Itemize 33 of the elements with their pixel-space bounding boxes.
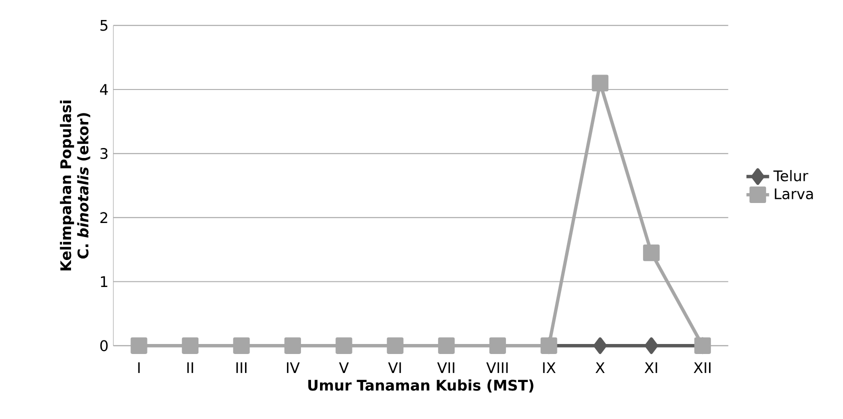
x-tick-label: XII [694, 362, 710, 373]
point [130, 337, 148, 354]
x-tick-label: VI [388, 362, 401, 373]
y-tick-label: 2 [100, 212, 108, 223]
point [233, 337, 250, 354]
point [386, 337, 404, 354]
legend-label: Larva [774, 188, 813, 200]
x-tick-label: IX [543, 362, 556, 373]
point [644, 337, 658, 354]
x-tick-label: I [138, 362, 140, 373]
x-tick-label: IV [286, 362, 300, 373]
y-tick-label: 0 [100, 340, 108, 352]
x-tick-label: III [236, 362, 246, 373]
point [489, 337, 506, 354]
x-tick-label: II [187, 362, 194, 373]
y-tick-label: 1 [100, 276, 108, 287]
point [643, 244, 660, 262]
x-axis-title: Umur Tanaman Kubis (MST) [308, 379, 534, 392]
point [438, 337, 455, 354]
point [284, 337, 301, 354]
x-tick-label: VIII [486, 362, 508, 373]
point [336, 337, 352, 354]
point [592, 74, 608, 92]
x-tick-label: XI [644, 362, 658, 373]
x-tick-label: X [596, 362, 605, 373]
x-tick-label: V [339, 362, 349, 373]
point [182, 337, 198, 354]
x-tick-label: VII [437, 362, 454, 373]
point [593, 337, 607, 354]
y-tick-label: 3 [100, 148, 108, 160]
y-tick-label: 5 [100, 20, 108, 31]
legend-label: Telur [773, 170, 808, 182]
y-tick-label: 4 [100, 84, 108, 95]
